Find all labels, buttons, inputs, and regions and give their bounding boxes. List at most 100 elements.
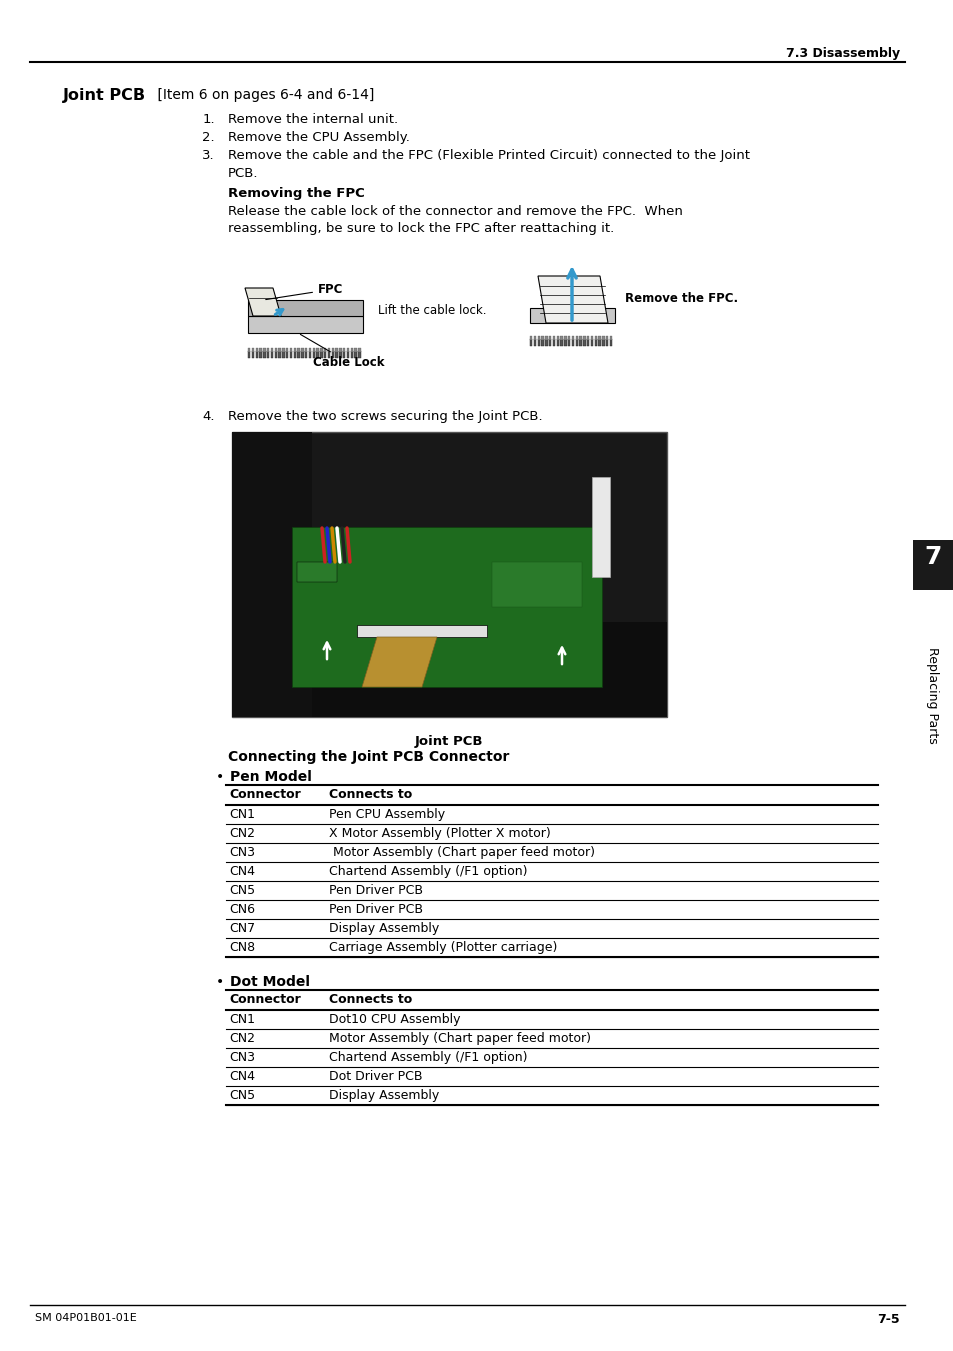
Bar	[255, 349, 258, 353]
Text: 1.: 1.	[202, 113, 214, 126]
Text: 2.: 2.	[202, 131, 214, 145]
Bar	[347, 351, 349, 358]
Text: Pen Model: Pen Model	[230, 770, 312, 784]
Bar	[544, 336, 547, 340]
Bar	[271, 349, 273, 353]
Text: Joint PCB: Joint PCB	[415, 735, 483, 748]
Bar	[296, 562, 336, 582]
Bar	[541, 339, 543, 346]
Bar	[594, 339, 597, 346]
Text: Chartend Assembly (/F1 option): Chartend Assembly (/F1 option)	[329, 1051, 527, 1065]
Polygon shape	[537, 276, 607, 323]
Bar	[328, 349, 330, 353]
Text: Pen Driver PCB: Pen Driver PCB	[329, 902, 422, 916]
Bar	[267, 349, 269, 353]
Text: 7.3 Disassembly: 7.3 Disassembly	[785, 47, 899, 59]
Text: CN8: CN8	[229, 942, 254, 954]
Bar	[357, 351, 360, 358]
Bar	[354, 349, 356, 353]
Text: Cable Lock: Cable Lock	[300, 335, 384, 369]
Bar	[290, 349, 292, 353]
Bar	[537, 336, 539, 340]
Bar	[335, 351, 337, 358]
Bar	[248, 351, 251, 358]
Text: reassembling, be sure to lock the FPC after reattaching it.: reassembling, be sure to lock the FPC af…	[228, 222, 614, 235]
Bar	[292, 527, 601, 688]
Text: Connector: Connector	[229, 788, 300, 801]
Text: CN3: CN3	[229, 846, 254, 859]
Bar	[601, 336, 604, 340]
Text: Connects to: Connects to	[329, 993, 412, 1006]
Bar	[556, 339, 558, 346]
Bar	[530, 339, 532, 346]
Bar	[541, 336, 543, 340]
Bar	[248, 316, 363, 332]
Bar	[609, 339, 612, 346]
Bar	[548, 339, 551, 346]
Text: Pen Driver PCB: Pen Driver PCB	[329, 884, 422, 897]
Bar	[537, 339, 539, 346]
Bar	[332, 349, 334, 353]
Bar	[309, 351, 311, 358]
Bar	[309, 349, 311, 353]
Bar	[586, 336, 589, 340]
Text: FPC: FPC	[266, 282, 343, 300]
Bar	[301, 349, 303, 353]
Bar	[530, 308, 615, 323]
Bar	[343, 351, 345, 358]
Bar	[248, 300, 363, 316]
Bar	[263, 349, 266, 353]
Text: Carriage Assembly (Plotter carriage): Carriage Assembly (Plotter carriage)	[329, 942, 557, 954]
Bar	[313, 349, 314, 353]
Bar	[598, 336, 600, 340]
Bar	[590, 339, 593, 346]
Bar	[575, 339, 578, 346]
Bar	[339, 351, 341, 358]
Bar	[267, 351, 269, 358]
Bar	[332, 351, 334, 358]
Bar	[252, 349, 254, 353]
Bar	[552, 336, 555, 340]
Bar	[282, 349, 284, 353]
Bar	[294, 349, 295, 353]
Text: CN4: CN4	[229, 865, 254, 878]
Bar	[232, 621, 666, 717]
Bar	[567, 336, 570, 340]
Bar	[324, 351, 326, 358]
Text: Dot Driver PCB: Dot Driver PCB	[329, 1070, 422, 1084]
Bar	[343, 349, 345, 353]
Bar	[571, 336, 574, 340]
Bar	[598, 339, 600, 346]
Text: SM 04P01B01-01E: SM 04P01B01-01E	[35, 1313, 136, 1323]
Bar	[548, 336, 551, 340]
Text: Chartend Assembly (/F1 option): Chartend Assembly (/F1 option)	[329, 865, 527, 878]
Text: CN5: CN5	[229, 1089, 254, 1102]
Bar	[578, 339, 581, 346]
Text: 3.: 3.	[202, 149, 214, 162]
Bar	[328, 351, 330, 358]
Text: 7: 7	[923, 544, 941, 569]
Bar	[316, 349, 318, 353]
Bar	[324, 349, 326, 353]
Bar	[601, 339, 604, 346]
Text: CN1: CN1	[229, 1013, 254, 1025]
Bar	[559, 339, 562, 346]
Bar	[556, 336, 558, 340]
Bar	[278, 351, 280, 358]
Text: X Motor Assembly (Plotter X motor): X Motor Assembly (Plotter X motor)	[329, 827, 550, 840]
Bar	[578, 336, 581, 340]
Bar	[559, 336, 562, 340]
Bar	[582, 339, 585, 346]
Bar	[259, 351, 262, 358]
Text: Replacing Parts: Replacing Parts	[925, 647, 939, 743]
Text: CN4: CN4	[229, 1070, 254, 1084]
Bar	[248, 349, 251, 353]
Bar	[290, 351, 292, 358]
Bar	[286, 349, 288, 353]
Bar	[609, 336, 612, 340]
Text: Connecting the Joint PCB Connector: Connecting the Joint PCB Connector	[228, 750, 509, 765]
Text: CN3: CN3	[229, 1051, 254, 1065]
Bar	[567, 339, 570, 346]
Text: Display Assembly: Display Assembly	[329, 921, 438, 935]
Bar	[294, 351, 295, 358]
